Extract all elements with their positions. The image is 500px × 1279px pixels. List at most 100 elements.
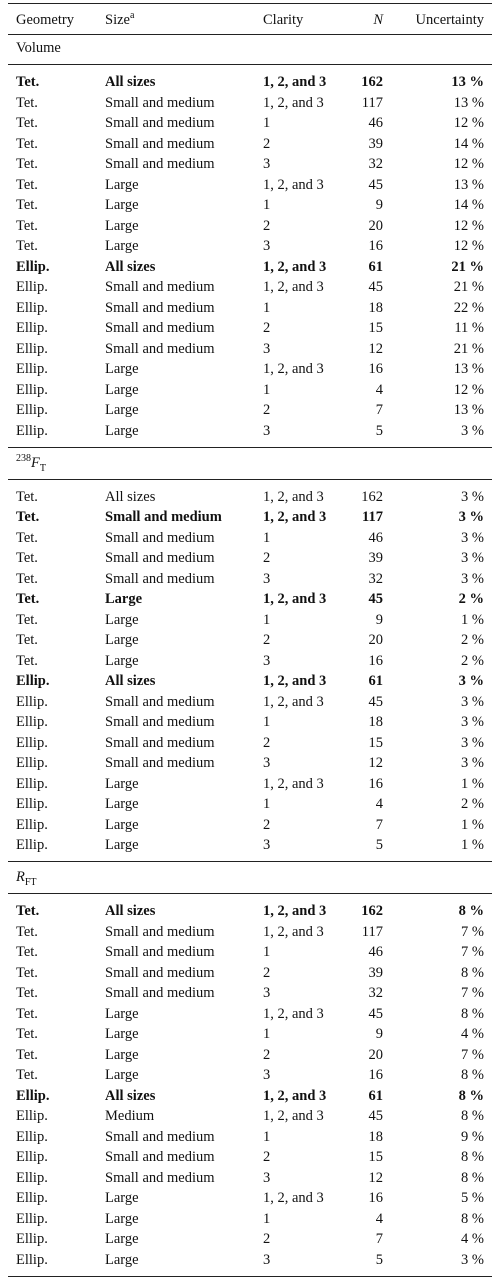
table-cell: 3 % [458, 509, 484, 525]
table-cell: Ellip. [16, 1087, 50, 1104]
table-cell: Large [105, 197, 139, 213]
table-cell: 8 % [458, 903, 484, 919]
table-cell: Large [105, 1210, 139, 1227]
table-cell: 4 [375, 1210, 383, 1227]
table-cell: Large [105, 591, 143, 607]
table-cell: 16 [368, 775, 384, 792]
table-cell: 13 % [453, 94, 484, 111]
table-cell: Tet. [16, 238, 38, 254]
table-cell: 162 [361, 488, 383, 505]
table-cell: Tet. [16, 135, 38, 152]
table-cell: 7 [375, 1231, 383, 1247]
table-cell: 18 [368, 299, 384, 316]
table-cell: 1, 2, and 3 [263, 903, 327, 919]
table-cell: 16 [368, 361, 384, 377]
table-cell: Ellip. [16, 258, 50, 275]
table-cell: Large [105, 1005, 139, 1022]
table-cell: 12 [368, 340, 384, 357]
table-cell: 1 [263, 611, 271, 628]
table-cell: 1, 2, and 3 [263, 279, 324, 295]
table-cell: 1 % [461, 816, 484, 833]
table-cell: Tet. [16, 591, 40, 607]
table-cell: Small and medium [105, 529, 215, 546]
subscript: FT [24, 876, 37, 888]
table-cell: 3 % [461, 570, 484, 587]
table-cell: 32 [368, 156, 384, 172]
table-cell: Large [105, 796, 139, 812]
table-cell: 3 % [461, 488, 484, 505]
table-cell: Large [105, 1251, 139, 1268]
table-cell: 1 [263, 1210, 271, 1227]
superscript: a [129, 10, 135, 22]
table-cell: Tet. [16, 611, 38, 628]
table-cell: 162 [361, 74, 383, 90]
table-cell: Tet. [16, 156, 38, 172]
table-cell: Tet. [16, 176, 38, 193]
table-cell: Ellip. [16, 1108, 48, 1124]
table-cell: 20 [368, 1046, 384, 1063]
table-cell: All sizes [105, 903, 156, 919]
table-cell: 8 % [458, 1087, 484, 1104]
table-cell: 1 [263, 529, 271, 546]
table-cell: Small and medium [105, 1149, 215, 1165]
table-cell: Small and medium [105, 1128, 215, 1145]
table-cell: Small and medium [105, 135, 215, 152]
table-cell: 14 % [453, 197, 484, 213]
table-cell: Ellip. [16, 402, 48, 418]
table-cell: 12 % [453, 156, 484, 172]
table-cell: All sizes [105, 488, 156, 505]
table-cell: Large [105, 361, 139, 377]
rule [8, 478, 492, 480]
table-cell: 1, 2, and 3 [263, 673, 327, 689]
table-cell: Large [105, 176, 139, 193]
table-cell: 61 [368, 1087, 384, 1104]
table-cell: 1 % [461, 611, 484, 628]
table-cell: 13 % [453, 176, 484, 193]
table-cell: 15 [368, 734, 384, 751]
table-cell: Ellip. [16, 340, 48, 357]
table-cell: 21 % [453, 279, 484, 295]
table-cell: Large [105, 837, 139, 853]
table-cell: 32 [368, 570, 384, 587]
table-cell: 2 [263, 964, 271, 981]
table-cell: 2 % [461, 632, 484, 648]
section-title: 238FT [16, 453, 46, 473]
table-cell: 16 [368, 1067, 384, 1083]
subscript: T [39, 462, 46, 474]
table-cell: 2 [263, 320, 271, 336]
table-cell: Tet. [16, 74, 40, 90]
table-cell: Large [105, 611, 139, 628]
table-cell: 1 [263, 796, 271, 812]
table-cell: 5 [375, 1251, 383, 1268]
table-cell: Ellip. [16, 673, 50, 689]
column-header-text: Clarity [263, 12, 304, 28]
section-title-text: F [31, 454, 40, 471]
table-cell: Ellip. [16, 422, 48, 439]
table-cell: 3 [263, 570, 271, 587]
table-cell: 3 [263, 1251, 271, 1268]
table-cell: 20 [368, 217, 384, 234]
table-cell: Ellip. [16, 734, 48, 751]
table-cell: Tet. [16, 570, 38, 587]
table-cell: 3 [263, 156, 271, 172]
section-title: RFT [16, 867, 37, 887]
table-cell: 39 [368, 135, 384, 152]
table-cell: Tet. [16, 1046, 38, 1063]
table-cell: 39 [368, 550, 384, 566]
table-cell: 3 [263, 755, 271, 771]
table-cell: Ellip. [16, 299, 48, 316]
table-cell: Small and medium [105, 320, 215, 336]
table-cell: Medium [105, 1108, 155, 1124]
table-cell: 1, 2, and 3 [263, 775, 324, 792]
table-cell: 12 [368, 1169, 384, 1186]
table-cell: Ellip. [16, 1231, 48, 1247]
table-cell: Tet. [16, 652, 38, 669]
table-cell: Large [105, 1067, 139, 1083]
table-cell: Large [105, 1026, 139, 1042]
table-cell: Ellip. [16, 320, 48, 336]
table-cell: Tet. [16, 1067, 38, 1083]
table-cell: Small and medium [105, 509, 222, 525]
table-cell: 46 [368, 944, 384, 960]
table-cell: Ellip. [16, 714, 48, 730]
table-cell: Tet. [16, 529, 38, 546]
